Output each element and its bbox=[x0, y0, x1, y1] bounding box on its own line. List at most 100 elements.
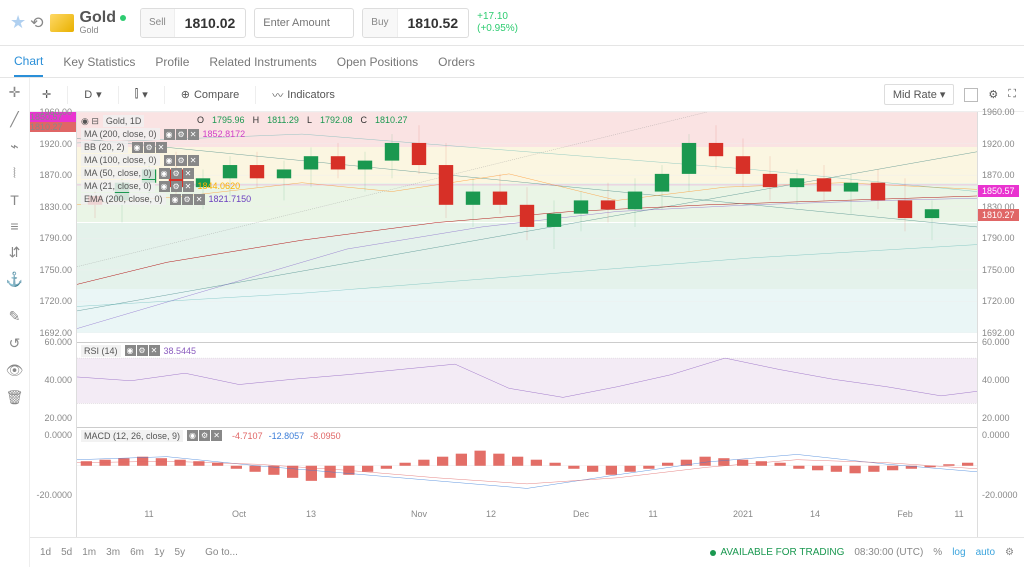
macd-header: MACD (12, 26, close, 9) ◉⚙✕ -4.7107-12.8… bbox=[81, 430, 341, 442]
rsi-panel: RSI (14) ◉⚙✕ 38.5445 bbox=[77, 342, 977, 419]
favorite-icon[interactable]: ★ bbox=[10, 12, 26, 33]
y-axis-left: 1960.001920.001870.001830.001790.001750.… bbox=[30, 112, 76, 537]
indicator-row: MA (21, close, 0) ◉⚙✕ 1844.0620 bbox=[81, 180, 240, 192]
timeframe-1d[interactable]: 1d bbox=[40, 547, 51, 558]
timeframe-1y[interactable]: 1y bbox=[154, 547, 165, 558]
tab-related-instruments[interactable]: Related Instruments bbox=[209, 46, 316, 77]
timeframe-3m[interactable]: 3m bbox=[106, 547, 120, 558]
chart-area: 1960.001920.001870.001830.001790.001750.… bbox=[30, 112, 1024, 537]
x-tick: 11 bbox=[144, 509, 153, 519]
change-pct: (+0.95%) bbox=[477, 23, 518, 35]
timeframe-button[interactable]: D ▾ bbox=[80, 86, 105, 103]
time-display: 08:30:00 (UTC) bbox=[854, 547, 923, 558]
y-tick: 60.000 bbox=[44, 337, 72, 347]
tool-icon[interactable]: ⌁ bbox=[10, 138, 18, 155]
candle-style-button[interactable]: ⫿ ▾ bbox=[131, 86, 152, 103]
tab-profile[interactable]: Profile bbox=[155, 46, 189, 77]
macd-label: MACD (12, 26, close, 9) bbox=[81, 430, 183, 442]
y-tick: 0.0000 bbox=[44, 430, 72, 440]
tool-icon[interactable]: 👁 bbox=[6, 362, 24, 379]
tool-icon[interactable]: ✎ bbox=[9, 308, 21, 325]
timeframe-5y[interactable]: 5y bbox=[175, 547, 186, 558]
sell-price: 1810.02 bbox=[175, 15, 246, 31]
instrument-title: Gold Gold bbox=[80, 9, 126, 36]
crosshair-button[interactable]: ✛ bbox=[38, 86, 55, 103]
trading-status: AVAILABLE FOR TRADING bbox=[710, 547, 844, 558]
settings-icon[interactable]: ⚙ bbox=[1005, 547, 1014, 558]
macd-panel: MACD (12, 26, close, 9) ◉⚙✕ -4.7107-12.8… bbox=[77, 427, 977, 504]
y-tick: 20.000 bbox=[982, 413, 1010, 423]
sell-box[interactable]: Sell 1810.02 bbox=[140, 8, 246, 38]
x-tick: Nov bbox=[411, 509, 427, 519]
y-tick: 1920.00 bbox=[982, 139, 1015, 149]
y-tick: 1830.00 bbox=[39, 202, 72, 212]
rsi-header: RSI (14) ◉⚙✕ 38.5445 bbox=[81, 345, 196, 357]
timeframe-label: D bbox=[84, 89, 92, 101]
status-dot-icon bbox=[120, 15, 126, 21]
toggle-box[interactable] bbox=[964, 88, 978, 102]
symbol-sub: Gold bbox=[80, 26, 126, 36]
tool-icon[interactable]: ≡ bbox=[10, 218, 18, 234]
goto-button[interactable]: Go to... bbox=[205, 547, 238, 558]
indicators-button[interactable]: 〰 Indicators bbox=[268, 85, 339, 105]
y-tick: 1870.00 bbox=[39, 170, 72, 180]
y-tick: 1750.00 bbox=[982, 265, 1015, 275]
tool-icon[interactable]: ⦚ bbox=[13, 165, 16, 182]
back-icon[interactable]: ⟲ bbox=[30, 13, 43, 33]
x-tick: Dec bbox=[573, 509, 589, 519]
fullscreen-icon[interactable]: ⛶ bbox=[1008, 88, 1016, 101]
buy-label: Buy bbox=[363, 9, 397, 37]
tool-icon[interactable]: ✛ bbox=[9, 84, 21, 101]
status-dot-icon bbox=[710, 550, 716, 556]
y-tick: 1790.00 bbox=[39, 233, 72, 243]
timeframe-5d[interactable]: 5d bbox=[61, 547, 72, 558]
timeframe-6m[interactable]: 6m bbox=[130, 547, 144, 558]
tab-chart[interactable]: Chart bbox=[14, 46, 43, 77]
tab-key-statistics[interactable]: Key Statistics bbox=[63, 46, 135, 77]
chart-toolbar: ✛ D ▾ ⫿ ▾ ⊕ Compare 〰 Indicators Mid Rat… bbox=[30, 78, 1024, 112]
tool-icon[interactable]: ⚓ bbox=[6, 271, 23, 288]
y-tick: 1920.00 bbox=[39, 139, 72, 149]
pct-button[interactable]: % bbox=[933, 547, 942, 558]
settings-icon[interactable]: ⚙ bbox=[988, 88, 998, 101]
indicators-label: Indicators bbox=[287, 89, 335, 101]
sell-label: Sell bbox=[141, 9, 175, 37]
amount-input[interactable] bbox=[254, 8, 354, 38]
instrument-icon bbox=[50, 14, 74, 32]
y-tick: 40.000 bbox=[44, 375, 72, 385]
bottom-bar: 1d 5d 1m 3m 6m 1y 5y Go to... AVAILABLE FOR TR… bbox=[30, 537, 1024, 567]
drawing-tools-rail: ✛ ╱ ⌁ ⦚ T ≡ ⇵ ⚓ ✎ ↺ 👁 🗑 bbox=[0, 78, 30, 567]
price-label: 1850.57 bbox=[978, 185, 1019, 197]
ohlc-h: 1811.29 bbox=[267, 115, 299, 125]
chart-plot[interactable]: ◉ ⊟ Gold, 1D O1795.96 H1811.29 L1792.08 … bbox=[76, 112, 978, 537]
tool-icon[interactable]: ↺ bbox=[9, 335, 21, 352]
tab-orders[interactable]: Orders bbox=[438, 46, 475, 77]
status-text: AVAILABLE FOR TRADING bbox=[720, 547, 844, 558]
timeframe-1m[interactable]: 1m bbox=[82, 547, 96, 558]
price-change: +17.10 (+0.95%) bbox=[477, 11, 518, 35]
ohlc-o: 1795.96 bbox=[212, 115, 245, 125]
x-tick: 13 bbox=[306, 509, 316, 519]
tab-open-positions[interactable]: Open Positions bbox=[337, 46, 418, 77]
y-tick: 20.000 bbox=[44, 413, 72, 423]
auto-button[interactable]: auto bbox=[976, 547, 995, 558]
rsi-value: 38.5445 bbox=[164, 346, 197, 356]
log-button[interactable]: log bbox=[952, 547, 965, 558]
compare-button[interactable]: ⊕ Compare bbox=[177, 86, 243, 103]
y-tick: 1720.00 bbox=[982, 296, 1015, 306]
ohlc-l: 1792.08 bbox=[320, 115, 353, 125]
x-tick: 12 bbox=[486, 509, 496, 519]
price-label: 1810.27 bbox=[30, 122, 76, 132]
candle-icon: ⫿ bbox=[135, 88, 139, 101]
mid-rate-button[interactable]: Mid Rate ▾ bbox=[884, 84, 955, 105]
tool-icon[interactable]: ⇵ bbox=[9, 244, 21, 261]
x-axis: 11Oct13Nov12Dec11202114Feb11 bbox=[77, 507, 977, 537]
ohlc-c: 1810.27 bbox=[375, 115, 408, 125]
y-tick: 1750.00 bbox=[39, 265, 72, 275]
buy-box[interactable]: Buy 1810.52 bbox=[362, 8, 469, 38]
x-tick: 11 bbox=[648, 509, 657, 519]
y-tick: 1720.00 bbox=[39, 296, 72, 306]
tool-icon[interactable]: 🗑 bbox=[6, 389, 24, 406]
tool-icon[interactable]: T bbox=[10, 192, 19, 208]
tool-icon[interactable]: ╱ bbox=[10, 111, 18, 128]
